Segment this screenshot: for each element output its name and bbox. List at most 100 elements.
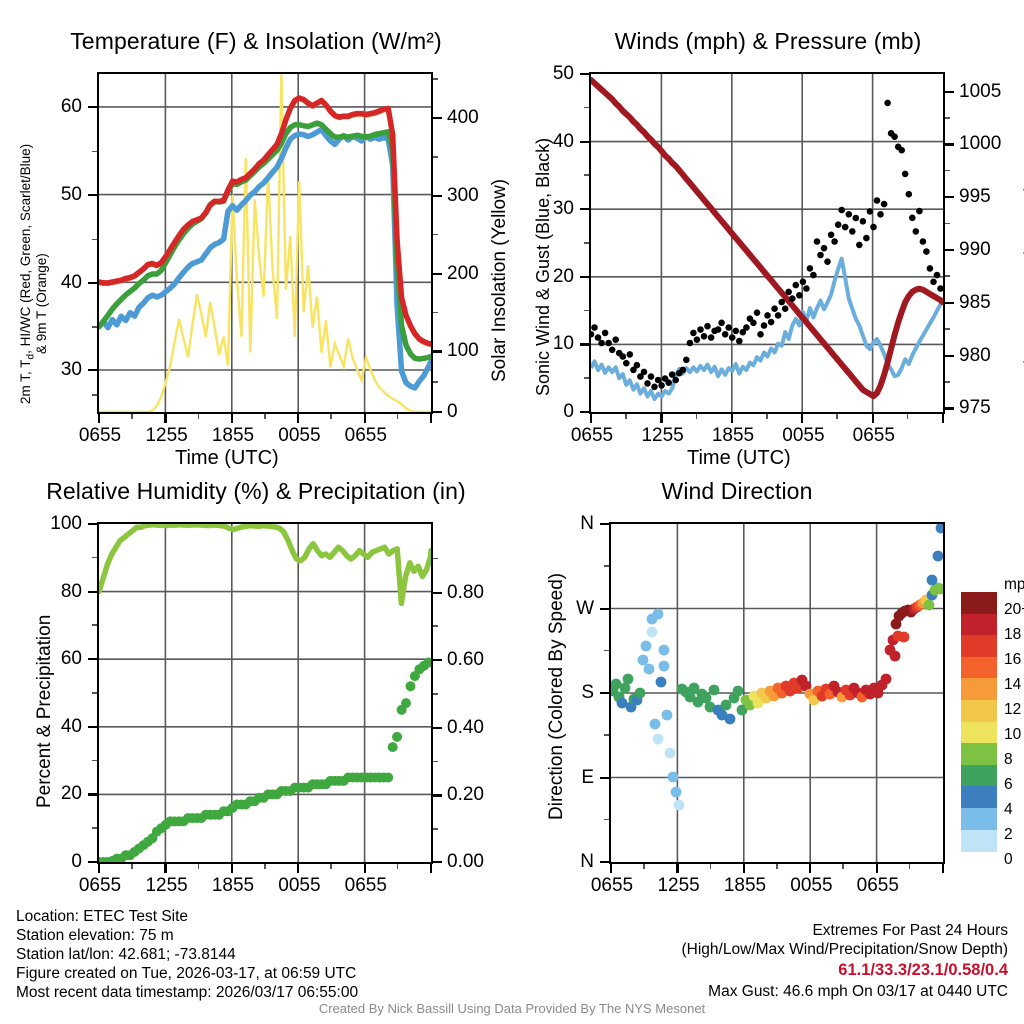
panel-wind-direction: Wind Direction: [512, 464, 1024, 914]
y-tick-label: 0: [563, 401, 574, 422]
colorbar-swatch: [961, 764, 997, 787]
series-2m-temperature: [99, 95, 431, 347]
y-axis-title-line2: & 9m T (Orange): [34, 253, 49, 354]
figure-credit: Created By Nick Bassill Using Data Provi…: [318, 1001, 706, 1016]
y-tick-label: 80: [60, 580, 82, 602]
panel-title-text: Winds (mph) & Pressure (mb): [614, 28, 922, 54]
x-tick-label: 1255: [145, 425, 188, 446]
plot-canvas: [99, 74, 431, 412]
x-tick-label: 0055: [278, 875, 321, 896]
y2-tick-label: 980: [959, 344, 991, 366]
y-axis-title: Direction (Colored By Speed): [546, 572, 567, 820]
colorbar-tick-label: 0: [1004, 851, 1013, 868]
extremes-values: 61.1/33.3/23.1/0.58/0.4: [838, 961, 1008, 979]
colorbar-tick-label: 20+: [1004, 601, 1024, 618]
colorbar-title: mph: [1004, 576, 1024, 593]
panel-temperature-insolation: Temperature (F) & Insolation (W/m²): [0, 14, 512, 469]
y-tick-label: 50: [552, 63, 574, 84]
panel-title: Relative Humidity (%) & Precipitation (i…: [0, 478, 512, 505]
series-group: [591, 77, 943, 402]
colorbar-swatch: [961, 743, 997, 765]
y2-tick-label: 990: [959, 239, 991, 260]
extremes-subheading: (High/Low/Max Wind/Precipitation/Snow De…: [681, 941, 1009, 958]
colorbar-tick-label: 4: [1004, 801, 1013, 818]
extremes-heading: Extremes For Past 24 Hours: [812, 922, 1008, 939]
y-tick-label: 30: [552, 198, 574, 220]
colorbar-tick-label: 8: [1004, 751, 1013, 768]
panel-title: Winds (mph) & Pressure (mb): [512, 28, 1024, 55]
x-axis-title: Time (UTC): [687, 447, 791, 469]
series-group: [99, 524, 431, 607]
y-tick-label: W: [576, 597, 594, 619]
x-tick-label: 1855: [723, 875, 767, 896]
y-tick-label: N: [580, 513, 594, 534]
colorbar-swatch: [961, 830, 997, 852]
y-tick-label: 100: [50, 513, 82, 534]
y-tick-label: 60: [60, 648, 82, 670]
panel-title-text: Relative Humidity (%) & Precipitation (i…: [46, 478, 466, 504]
x-tick-label: 1255: [657, 875, 700, 896]
x-tick-label: 0655: [78, 875, 122, 896]
plot-canvas: [591, 74, 943, 412]
panel-title-text: Wind Direction: [661, 478, 813, 504]
footer-recent-timestamp: Most recent data timestamp: 2026/03/17 0…: [16, 984, 359, 1001]
x-tick-label: 0655: [590, 875, 634, 896]
y-tick-label: 20: [60, 783, 82, 805]
colorbar-tick-label: 18: [1004, 626, 1022, 643]
panel-title: Temperature (F) & Insolation (W/m²): [0, 28, 512, 55]
y2-tick-label: 995: [959, 186, 991, 208]
y2-tick-label: 300: [447, 184, 479, 206]
x-tick-label: 1855: [211, 425, 255, 446]
footer-location: Location: ETEC Test Site: [16, 908, 189, 925]
series-insolation: [99, 74, 431, 412]
footer-elevation: Station elevation: 75 m: [16, 927, 174, 944]
series-relative-humidity: [99, 524, 431, 607]
colorbar-tick-label: 2: [1004, 826, 1013, 843]
panel-title: Wind Direction: [512, 478, 962, 505]
y-tick-label: 50: [60, 183, 82, 205]
gridlines: [591, 74, 943, 412]
colorbar-tick-label: 12: [1004, 701, 1022, 718]
x-tick-label: 0055: [790, 875, 833, 896]
y-tick-label: 60: [60, 96, 82, 117]
y-tick-label: N: [580, 851, 594, 872]
x-axis-title: Time (UTC): [175, 447, 279, 469]
y-tick-label: 0: [71, 851, 82, 872]
x-tick-label: 0655: [344, 425, 387, 446]
y-axis-title: Percent & Precipitation: [34, 614, 55, 808]
y2-tick-label: 1005: [959, 80, 1002, 102]
y2-tick-label: 985: [959, 291, 991, 313]
plot-canvas: [611, 524, 943, 862]
colorbar: [961, 592, 997, 830]
plot-canvas: [99, 524, 431, 862]
panel-title-text: Temperature (F) & Insolation (W/m²): [70, 28, 442, 54]
y2-tick-label: 0.80: [447, 581, 484, 603]
y2-tick-label: 0.60: [447, 649, 484, 671]
y2-tick-label: 1000: [959, 133, 1002, 155]
colorbar-swatch: [961, 592, 997, 614]
y2-tick-label: 975: [959, 397, 991, 419]
series-precipitation-dots: [99, 657, 431, 862]
colorbar-swatch: [961, 635, 997, 657]
colorbar-swatch: [961, 700, 997, 722]
panel-winds-pressure: Winds (mph) & Pressure (mb): [512, 14, 1024, 469]
x-tick-label: 0655: [78, 425, 122, 446]
gridlines: [99, 524, 431, 862]
x-tick-label: 1255: [145, 875, 188, 896]
y2-tick-label: 200: [447, 262, 479, 284]
x-tick-label: 0655: [344, 875, 387, 896]
series-group: [99, 74, 431, 412]
series-sonic-wind: [591, 256, 943, 402]
y2-tick-label: 0.00: [447, 851, 484, 872]
y2-tick-label: 400: [447, 107, 479, 129]
y2-axis-title: Solar Insolation (Yellow): [489, 178, 510, 382]
x-tick-label: 0055: [782, 425, 825, 446]
colorbar-tick-label: 6: [1004, 776, 1013, 793]
y-tick-label: 30: [60, 359, 82, 381]
y2-tick-label: 100: [447, 340, 479, 362]
y-tick-label: 10: [552, 333, 574, 355]
panel-humidity-precipitation: Relative Humidity (%) & Precipitation (i…: [0, 464, 512, 914]
x-tick-label: 1255: [641, 425, 684, 446]
y-tick-label: 40: [60, 271, 82, 293]
x-tick-label: 0655: [856, 875, 899, 896]
